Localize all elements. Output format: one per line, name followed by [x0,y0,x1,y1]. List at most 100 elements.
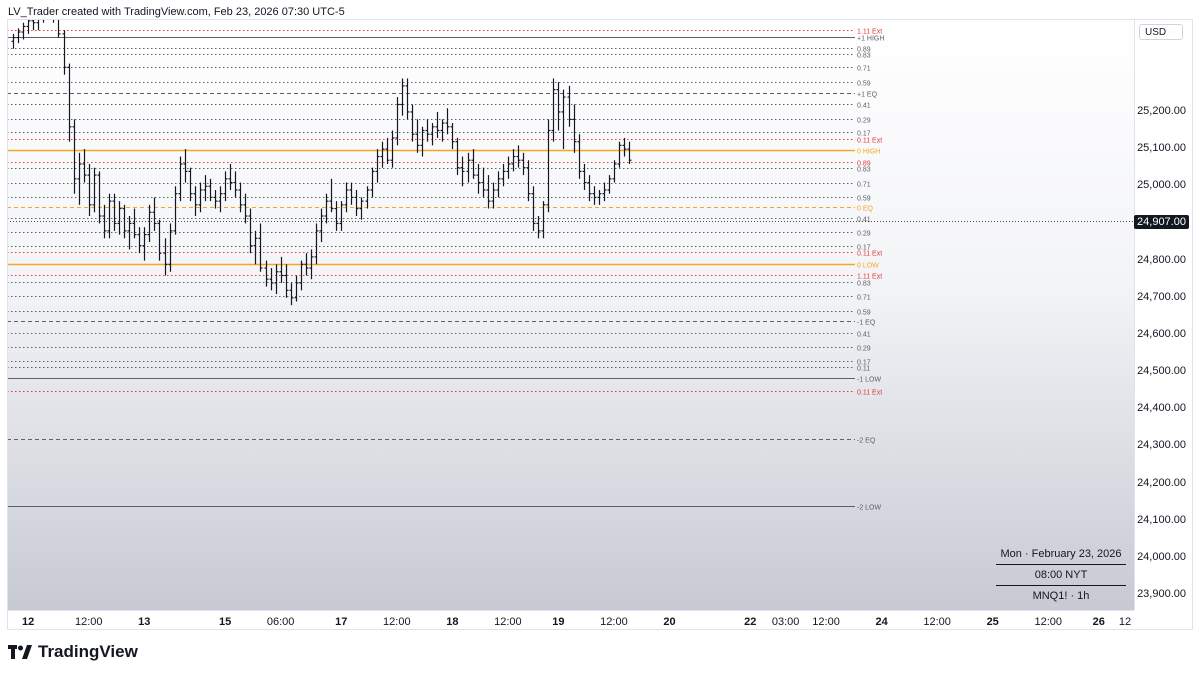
ohlc-bar[interactable] [491,182,496,209]
price-axis[interactable]: 25,200.00 25,100.00 25,000.00 24,800.00 24,7… [1134,19,1194,610]
ohlc-bar[interactable] [289,282,294,306]
ohlc-bar[interactable] [264,260,269,287]
ohlc-bar[interactable] [324,193,329,224]
ohlc-bar[interactable] [592,186,597,205]
ohlc-bar[interactable] [198,182,203,213]
ohlc-bar[interactable] [294,275,299,302]
ohlc-bar[interactable] [157,219,162,261]
ohlc-bar[interactable] [319,208,324,243]
ohlc-bar[interactable] [314,223,319,265]
ohlc-bar[interactable] [233,171,238,198]
ohlc-bar[interactable] [21,22,26,40]
ohlc-bar[interactable] [501,163,506,187]
ohlc-bar[interactable] [52,19,56,23]
ohlc-bar[interactable] [556,82,561,131]
ohlc-bar[interactable] [445,108,450,135]
ohlc-bar[interactable] [370,167,375,198]
ohlc-bar[interactable] [112,193,117,231]
ohlc-bar[interactable] [72,119,77,194]
time-axis[interactable]: 12 12:00 13 15 06:00 17 12:00 18 12:00 19 12:00 20 2… [7,610,1134,631]
ohlc-bar[interactable] [243,193,248,224]
ohlc-bar[interactable] [496,171,501,198]
ohlc-bar[interactable] [173,186,178,235]
chart-plot-area[interactable]: 1.11 Ext +1 HIGH 0.89 0.83 0.71 0.59 +1 EQ 0.41… [7,19,1134,610]
ohlc-bar[interactable] [57,19,61,38]
ohlc-bar[interactable] [420,126,425,157]
ohlc-bar[interactable] [304,253,309,276]
ohlc-bar[interactable] [117,201,122,235]
ohlc-bar[interactable] [178,156,183,202]
ohlc-bar[interactable] [440,119,445,142]
ohlc-bar[interactable] [203,175,208,202]
ohlc-bar[interactable] [627,141,632,164]
ohlc-bar[interactable] [567,85,572,127]
ohlc-bar[interactable] [208,178,213,202]
ohlc-bar[interactable] [506,156,511,179]
ohlc-bar[interactable] [511,149,516,172]
ohlc-bar[interactable] [147,204,152,243]
ohlc-bar[interactable] [284,264,289,298]
ohlc-bar[interactable] [471,149,476,179]
ohlc-bar[interactable] [546,119,551,213]
ohlc-bar[interactable] [248,208,253,254]
ohlc-bar[interactable] [102,204,107,239]
ohlc-bar[interactable] [183,149,188,183]
ohlc-bar[interactable] [617,141,622,168]
ohlc-bar[interactable] [430,123,435,146]
ohlc-bar[interactable] [365,186,370,209]
ohlc-bar[interactable] [587,175,592,202]
ohlc-bar[interactable] [334,201,339,231]
ohlc-bar[interactable] [122,204,127,239]
ohlc-bar[interactable] [349,182,354,205]
ohlc-bar[interactable] [385,137,390,164]
ohlc-bar[interactable] [612,160,617,183]
ohlc-bar[interactable] [87,163,92,216]
ohlc-bar[interactable] [274,264,279,295]
ohlc-bar[interactable] [137,227,142,254]
ohlc-bar[interactable] [455,137,460,176]
ohlc-bar[interactable] [142,227,147,261]
ohlc-bar[interactable] [67,63,72,142]
ohlc-bar[interactable] [279,256,284,283]
ohlc-bar[interactable] [269,268,274,291]
ohlc-bar[interactable] [253,230,258,265]
ohlc-bar[interactable] [77,152,82,205]
ohlc-bar[interactable] [577,134,582,179]
ohlc-bar[interactable] [42,19,46,23]
ohlc-bar[interactable] [238,182,243,213]
ohlc-bar[interactable] [309,249,314,280]
ohlc-bar[interactable] [486,175,491,209]
ohlc-bar[interactable] [329,178,334,213]
ohlc-bar[interactable] [526,160,531,202]
ohlc-bar[interactable] [152,197,157,231]
ohlc-bar[interactable] [521,152,526,176]
ohlc-bar[interactable] [602,182,607,202]
ohlc-bar[interactable] [516,145,521,168]
ohlc-bar[interactable] [561,89,566,150]
ohlc-bar[interactable] [400,78,405,116]
ohlc-bar[interactable] [425,119,430,142]
ohlc-bar[interactable] [188,167,193,202]
ohlc-bar[interactable] [415,119,420,153]
ohlc-bar[interactable] [435,111,440,138]
ohlc-bar[interactable] [97,171,102,224]
ohlc-bar[interactable] [16,28,21,44]
ohlc-bar[interactable] [258,223,263,272]
ohlc-bar[interactable] [228,163,233,190]
ohlc-bar[interactable] [607,175,612,194]
ohlc-bar[interactable] [223,171,228,202]
tradingview-logo[interactable]: TradingView [8,642,138,662]
ohlc-bar[interactable] [344,182,349,213]
ohlc-bar[interactable] [450,123,455,150]
ohlc-bar[interactable] [359,197,364,220]
ohlc-bar[interactable] [168,223,173,272]
ohlc-bar[interactable] [127,216,132,250]
ohlc-bar[interactable] [460,156,465,187]
ohlc-bar[interactable] [582,163,587,190]
ohlc-bar[interactable] [531,186,536,231]
ohlc-bar[interactable] [541,201,546,239]
ohlc-bar[interactable] [622,137,627,157]
ohlc-bar[interactable] [395,97,400,146]
ohlc-bar[interactable] [597,189,602,205]
